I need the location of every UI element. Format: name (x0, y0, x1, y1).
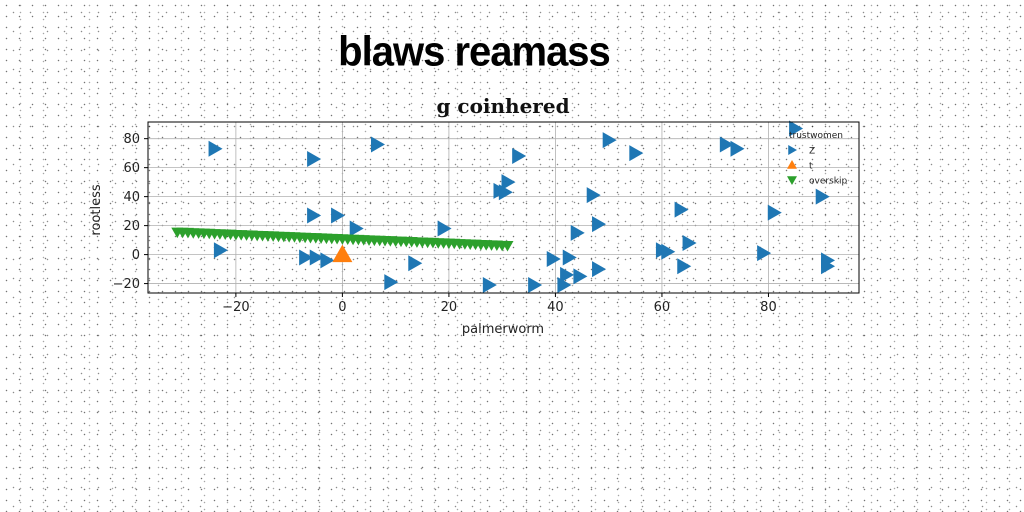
data-point (730, 140, 745, 157)
x-tick-label: 20 (441, 300, 458, 315)
data-point (661, 243, 676, 260)
data-point (512, 148, 527, 165)
data-point (602, 132, 617, 149)
x-tick-label: 60 (654, 300, 671, 315)
data-point (349, 220, 364, 237)
series-Z (208, 120, 836, 294)
data-point (384, 274, 399, 291)
legend-marker (787, 176, 797, 185)
data-point (789, 120, 804, 137)
data-point (501, 174, 516, 191)
grid-layer (148, 122, 859, 293)
y-tick-label: 0 (132, 248, 140, 263)
legend-title: trustwomen (789, 131, 843, 141)
y-tick-label: 60 (123, 161, 140, 176)
data-point (320, 252, 335, 269)
legend-marker (787, 160, 797, 169)
data-point (482, 277, 497, 294)
data-point (757, 245, 772, 262)
data-point (371, 136, 386, 153)
x-tick-label: 40 (547, 300, 564, 315)
points-layer (171, 120, 836, 294)
legend-marker (788, 145, 797, 155)
x-tick-label: 80 (760, 300, 777, 315)
data-point (821, 258, 836, 275)
data-point (562, 249, 577, 266)
data-point (592, 261, 607, 278)
x-tick-label: −20 (222, 300, 249, 315)
data-point (309, 249, 324, 266)
data-point (546, 250, 561, 267)
data-point (501, 240, 514, 252)
chart-title: g coinhered (436, 94, 569, 118)
y-tick-label: −20 (113, 277, 140, 292)
series-t (332, 244, 353, 263)
data-point (586, 187, 601, 204)
y-axis-label: rootless (89, 184, 104, 235)
data-point (629, 145, 644, 162)
legend-label: Z (809, 147, 815, 157)
data-point (719, 136, 734, 153)
data-point (498, 184, 513, 201)
data-point (307, 150, 322, 167)
data-point (815, 188, 830, 205)
data-point (437, 220, 452, 237)
ticks-layer: −20 0 20 40 60 80 −20 0 20 40 60 80 (113, 132, 777, 315)
x-axis-label: palmerworm (462, 322, 544, 337)
data-point (767, 204, 782, 221)
data-point (528, 277, 543, 294)
data-point (682, 235, 697, 252)
data-point (332, 244, 353, 263)
data-point (677, 258, 692, 275)
legend-label: overskip (809, 177, 847, 187)
y-tick-label: 40 (123, 190, 140, 205)
data-point (331, 207, 346, 224)
series-overskip (171, 227, 514, 252)
plot-frame (147, 121, 860, 294)
data-point (557, 277, 572, 294)
legend: trustwomen Zt overskip (787, 131, 847, 187)
data-point (570, 224, 585, 241)
data-point (573, 268, 588, 285)
data-point (213, 242, 228, 259)
legend-items: Zt overskip (787, 145, 847, 187)
legend-label: t (809, 162, 813, 172)
data-point (307, 207, 322, 224)
data-point (592, 216, 607, 233)
x-tick-label: 0 (338, 300, 346, 315)
y-tick-label: 80 (123, 132, 140, 147)
data-point (674, 201, 689, 218)
data-point (299, 249, 314, 266)
data-point (208, 140, 223, 157)
data-point (560, 266, 575, 283)
y-tick-label: 20 (123, 219, 140, 234)
main-title: blaws reamass (338, 28, 611, 76)
data-point (408, 255, 423, 272)
